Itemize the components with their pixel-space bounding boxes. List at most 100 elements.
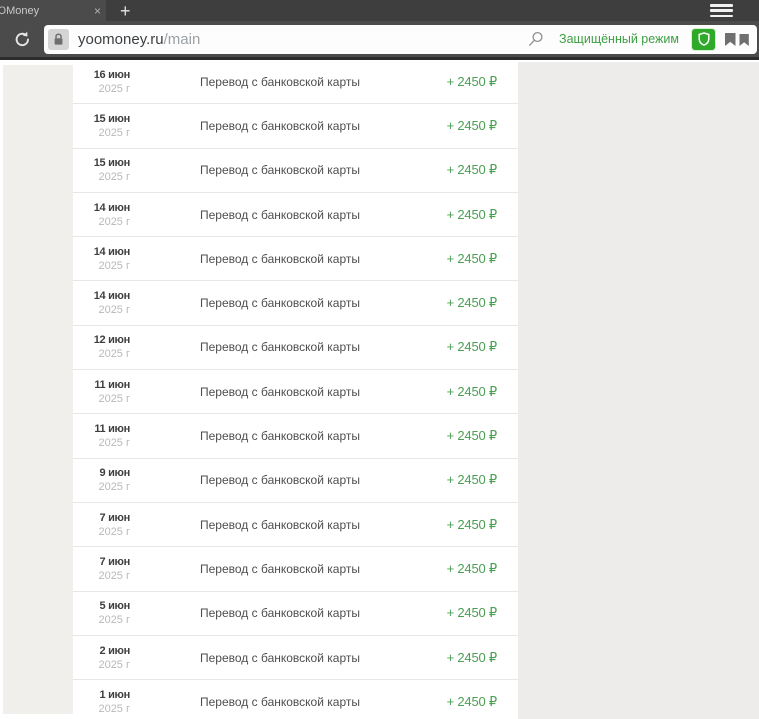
transaction-day: 7 июн — [99, 511, 131, 524]
transaction-row[interactable]: 7 июн 2025 г Перевод с банковской карты … — [73, 503, 518, 548]
transaction-date: 15 июн 2025 г — [88, 156, 131, 184]
transaction-year: 2025 г — [98, 259, 130, 272]
address-bar-row: yoomoney.ru/main Защищённый режим — [0, 21, 759, 60]
menu-hamburger-icon[interactable] — [710, 4, 733, 20]
transaction-row[interactable]: 9 июн 2025 г Перевод с банковской карты … — [73, 459, 518, 503]
transaction-description: Перевод с банковской карты — [200, 74, 360, 89]
transaction-date: 11 июн 2025 г — [88, 422, 130, 450]
transaction-description: Перевод с банковской карты — [200, 561, 360, 576]
transaction-row[interactable]: 11 июн 2025 г Перевод с банковской карты… — [73, 414, 518, 459]
transaction-description: Перевод с банковской карты — [200, 429, 360, 444]
secure-mode-label: Защищённый режим — [559, 32, 679, 46]
transaction-description: Перевод с банковской карты — [200, 650, 360, 665]
transaction-year: 2025 г — [98, 437, 130, 450]
transaction-amount: + 2450 ₽ — [446, 162, 498, 178]
transaction-amount: + 2450 ₽ — [446, 472, 498, 488]
transaction-list: 16 июн 2025 г Перевод с банковской карты… — [73, 60, 518, 719]
transaction-amount: + 2450 ₽ — [446, 516, 498, 532]
close-tab-icon[interactable]: × — [93, 3, 101, 18]
transaction-description: Перевод с банковской карты — [200, 118, 360, 133]
transaction-date: 7 июн 2025 г — [88, 511, 130, 539]
transaction-row[interactable]: 14 июн 2025 г Перевод с банковской карты… — [73, 281, 518, 326]
transaction-description: Перевод с банковской карты — [200, 340, 360, 355]
transaction-year: 2025 г — [98, 702, 130, 715]
transaction-amount: + 2450 ₽ — [446, 295, 498, 311]
search-icon[interactable] — [527, 31, 544, 48]
transaction-description: Перевод с банковской карты — [200, 384, 360, 399]
transaction-date: 1 июн 2025 г — [88, 688, 130, 716]
transaction-date: 15 июн 2025 г — [88, 112, 131, 140]
transaction-date: 14 июн 2025 г — [88, 289, 131, 317]
transaction-amount: + 2450 ₽ — [446, 339, 498, 355]
transaction-description: Перевод с банковской карты — [200, 296, 360, 311]
transaction-day: 14 июн — [93, 290, 131, 303]
transaction-date: 5 июн 2025 г — [88, 599, 130, 627]
transaction-date: 14 июн 2025 г — [88, 245, 131, 273]
transaction-description: Перевод с банковской карты — [200, 694, 360, 709]
transaction-row[interactable]: 5 июн 2025 г Перевод с банковской карты … — [73, 592, 518, 636]
transaction-row[interactable]: 7 июн 2025 г Перевод с банковской карты … — [73, 547, 518, 592]
transaction-day: 1 июн — [99, 688, 131, 701]
transaction-row[interactable]: 1 июн 2025 г Перевод с банковской карты … — [73, 680, 518, 719]
transaction-day: 14 июн — [93, 245, 131, 258]
left-gray-panel — [3, 65, 73, 714]
transaction-amount: + 2450 ₽ — [446, 73, 498, 89]
transaction-day: 14 июн — [93, 201, 131, 214]
transaction-year: 2025 г — [98, 392, 130, 405]
new-tab-button[interactable]: + — [120, 0, 131, 21]
bookmarks-icon[interactable] — [724, 32, 750, 47]
transaction-row[interactable]: 14 июн 2025 г Перевод с банковской карты… — [73, 193, 518, 238]
transaction-day: 12 июн — [93, 334, 131, 347]
transaction-year: 2025 г — [98, 304, 130, 317]
transaction-date: 11 июн 2025 г — [88, 378, 130, 406]
transaction-day: 11 июн — [94, 378, 130, 391]
transaction-row[interactable]: 12 июн 2025 г Перевод с банковской карты… — [73, 326, 518, 371]
transaction-year: 2025 г — [98, 126, 130, 139]
url-host: yoomoney.ru — [78, 30, 164, 48]
transaction-amount: + 2450 ₽ — [446, 250, 498, 266]
transaction-description: Перевод с банковской карты — [200, 606, 360, 621]
shield-icon[interactable] — [692, 28, 715, 50]
reload-icon[interactable] — [0, 30, 44, 49]
transaction-year: 2025 г — [98, 614, 130, 627]
address-bar[interactable]: yoomoney.ru/main Защищённый режим — [44, 24, 757, 54]
page-content: 16 июн 2025 г Перевод с банковской карты… — [0, 60, 759, 719]
transaction-amount: + 2450 ₽ — [446, 693, 498, 709]
right-gray-panel — [518, 62, 759, 719]
transaction-row[interactable]: 11 июн 2025 г Перевод с банковской карты… — [73, 370, 518, 415]
transaction-year: 2025 г — [98, 569, 130, 582]
transaction-year: 2025 г — [98, 348, 130, 361]
transaction-description: Перевод с банковской карты — [200, 163, 360, 178]
transaction-day: 2 июн — [99, 644, 131, 657]
url-path: /main — [163, 30, 201, 48]
transaction-row[interactable]: 2 июн 2025 г Перевод с банковской карты … — [73, 636, 518, 681]
transaction-row[interactable]: 15 июн 2025 г Перевод с банковской карты… — [73, 149, 518, 193]
transaction-row[interactable]: 15 июн 2025 г Перевод с банковской карты… — [73, 104, 518, 149]
url-text[interactable]: yoomoney.ru/main — [78, 31, 200, 48]
transaction-amount: + 2450 ₽ — [446, 560, 498, 576]
transaction-year: 2025 г — [98, 82, 130, 95]
tab-yoomoney[interactable]: ЮMoney × — [0, 0, 106, 21]
transaction-amount: + 2450 ₽ — [446, 605, 498, 621]
transaction-amount: + 2450 ₽ — [446, 117, 498, 133]
transaction-row[interactable]: 14 июн 2025 г Перевод с банковской карты… — [73, 237, 518, 282]
transaction-day: 15 июн — [93, 157, 131, 170]
transaction-description: Перевод с банковской карты — [200, 473, 360, 488]
transaction-amount: + 2450 ₽ — [446, 383, 498, 399]
transaction-year: 2025 г — [98, 658, 130, 671]
transaction-row[interactable]: 16 июн 2025 г Перевод с банковской карты… — [73, 60, 518, 105]
transaction-amount: + 2450 ₽ — [446, 428, 498, 444]
transaction-day: 5 июн — [99, 600, 131, 613]
lock-icon[interactable] — [48, 28, 69, 50]
transaction-year: 2025 г — [98, 171, 130, 184]
transaction-description: Перевод с банковской карты — [200, 207, 360, 222]
transaction-date: 7 июн 2025 г — [88, 555, 130, 583]
transaction-date: 12 июн 2025 г — [88, 333, 131, 361]
transaction-day: 15 июн — [93, 112, 131, 125]
transaction-year: 2025 г — [98, 481, 130, 494]
transaction-day: 9 июн — [99, 467, 131, 480]
transaction-day: 11 июн — [94, 423, 130, 436]
transaction-day: 7 июн — [99, 555, 131, 568]
tab-title: ЮMoney — [0, 4, 40, 17]
